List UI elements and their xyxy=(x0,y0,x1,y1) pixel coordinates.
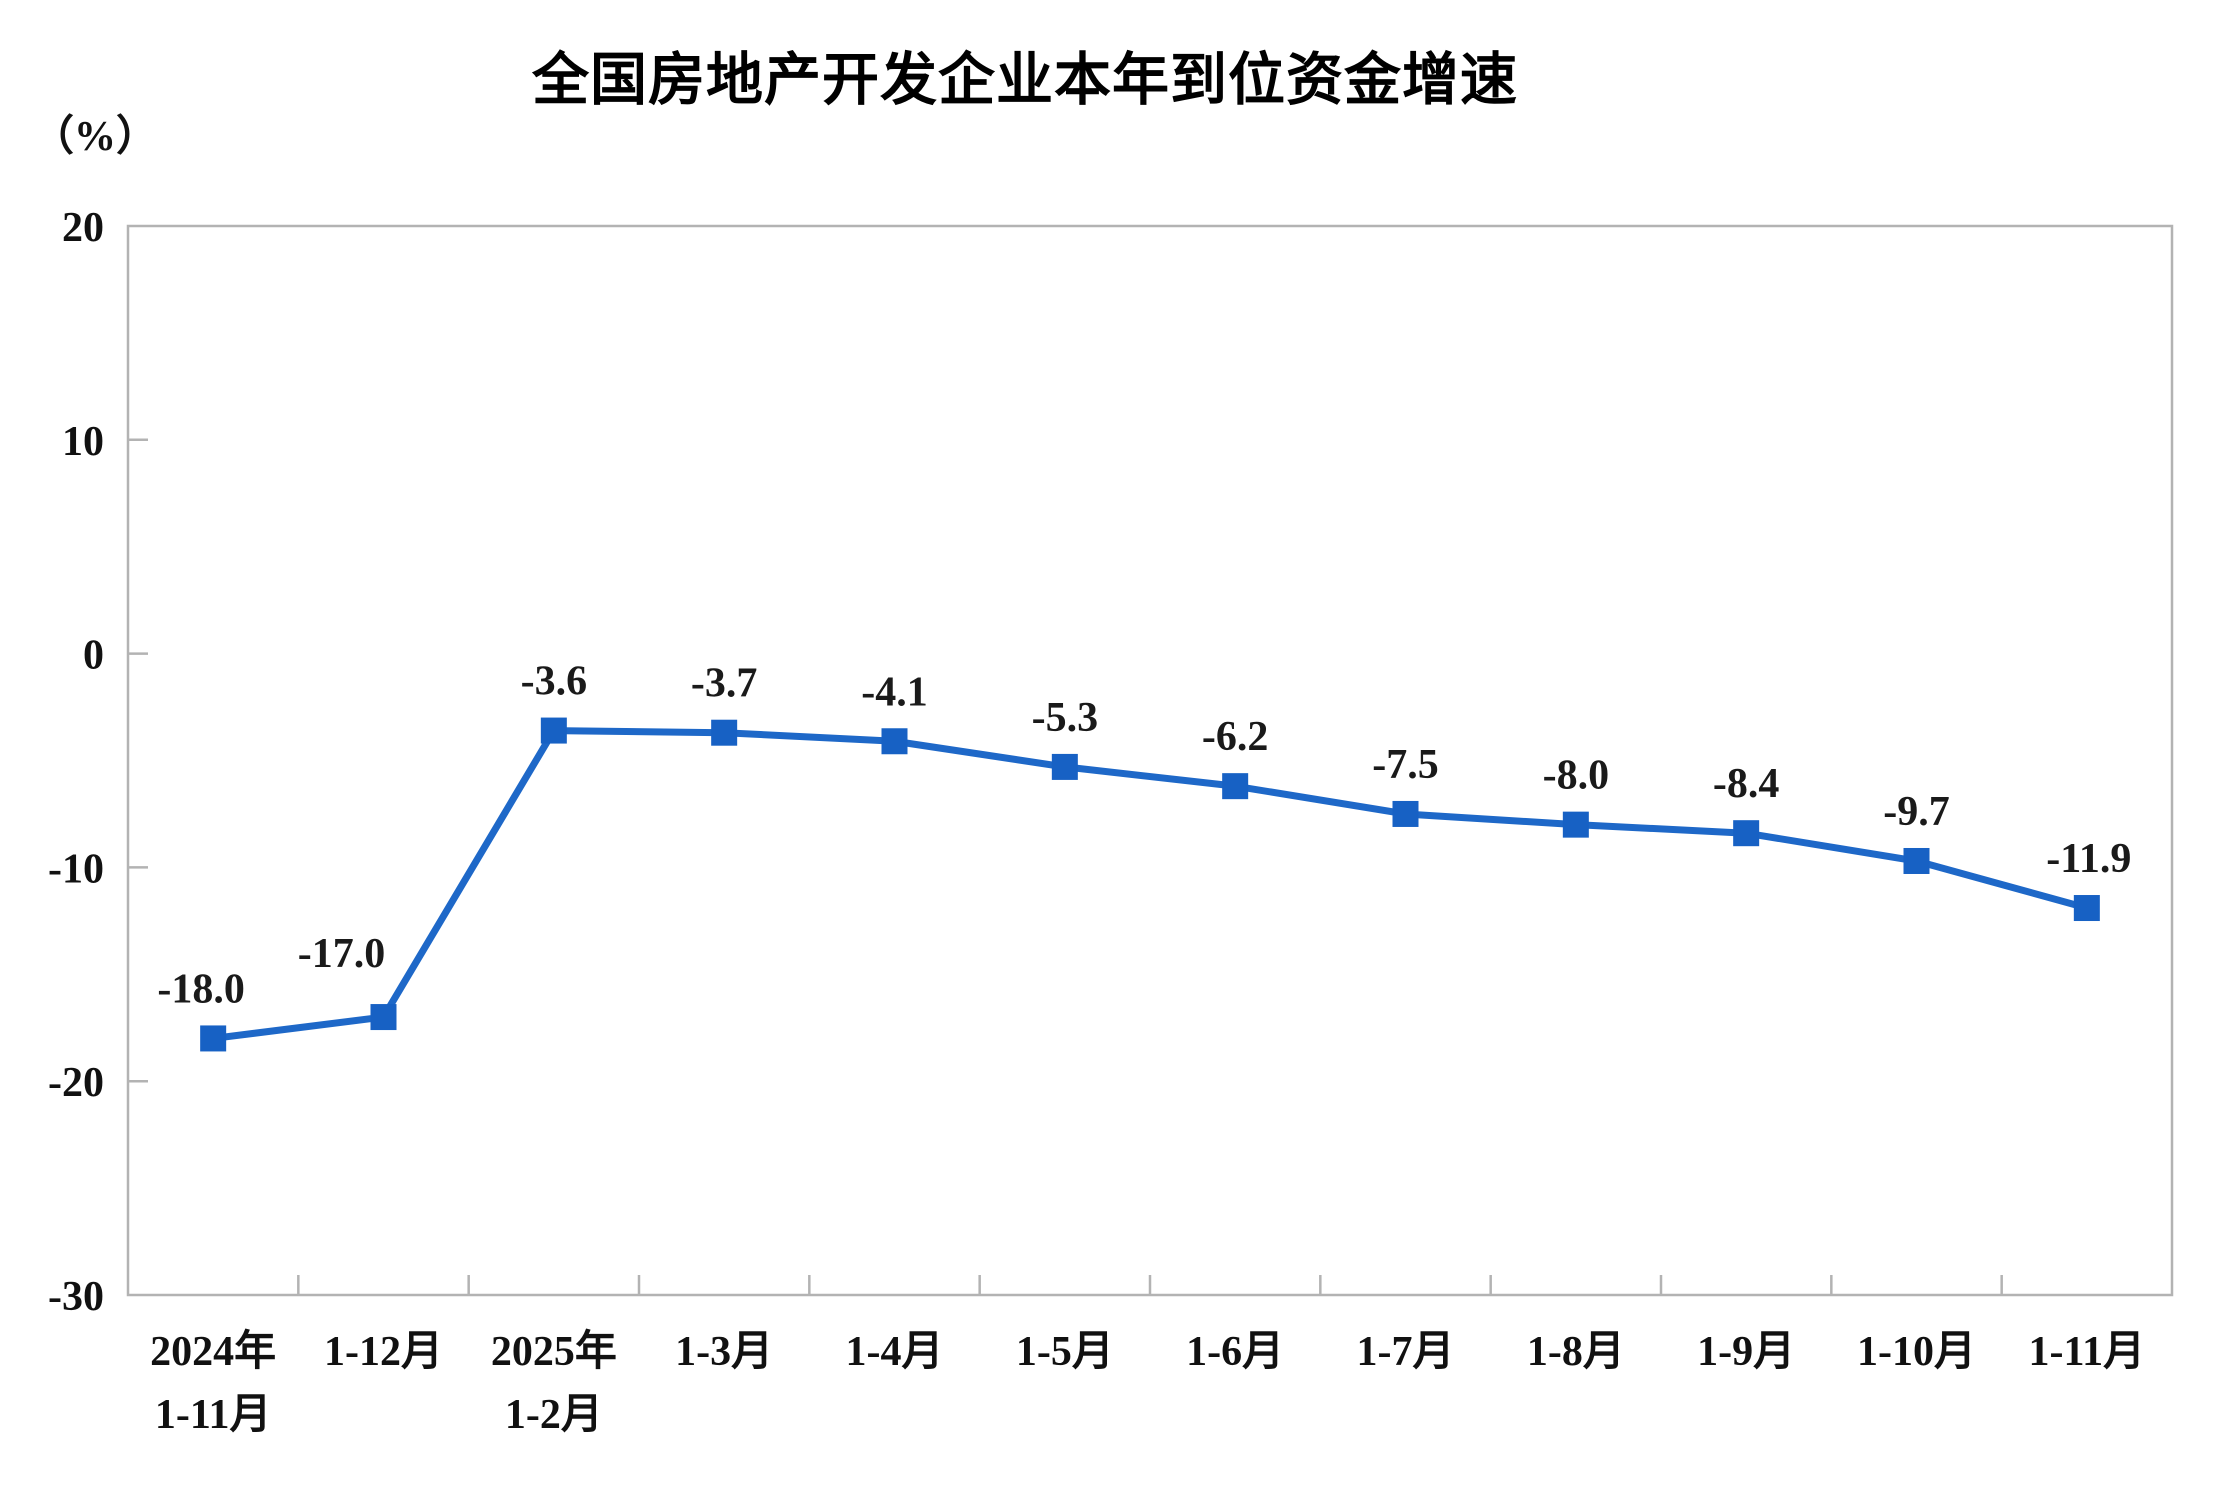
x-tick-label: 1-5月 xyxy=(1016,1329,1114,1375)
x-tick-label: 2024年 xyxy=(150,1328,276,1375)
x-tick-label: 1-8月 xyxy=(1527,1329,1625,1375)
data-point-label: -6.2 xyxy=(1202,714,1269,760)
x-tick-label: 1-7月 xyxy=(1357,1329,1455,1375)
data-point-label: -3.6 xyxy=(521,659,588,705)
x-tick-label: 2025年 xyxy=(491,1328,617,1375)
x-tick-label: 1-12月 xyxy=(324,1329,443,1375)
data-point-marker xyxy=(1051,753,1078,780)
x-tick-label: 1-4月 xyxy=(846,1329,944,1375)
x-tick-label: 1-10月 xyxy=(1857,1329,1976,1375)
data-point-label: -8.4 xyxy=(1713,761,1780,807)
y-tick-label: 10 xyxy=(62,419,104,465)
x-tick-label: 1-3月 xyxy=(675,1329,773,1375)
y-tick-label: 20 xyxy=(62,205,104,251)
data-point-label: -9.7 xyxy=(1883,789,1950,835)
data-point-marker xyxy=(1222,773,1249,800)
chart-title: 全国房地产开发企业本年到位资金增速 xyxy=(532,48,1518,112)
data-point-label: -5.3 xyxy=(1032,695,1099,741)
series-line xyxy=(209,727,2091,1042)
plot-frame xyxy=(126,224,2174,1297)
data-point-label: -7.5 xyxy=(1372,742,1439,788)
y-axis-unit-label: （%） xyxy=(32,114,159,160)
data-point-label: -11.9 xyxy=(2046,836,2131,882)
data-point-label: -3.7 xyxy=(691,661,758,707)
data-point-label: -17.0 xyxy=(298,931,386,977)
y-tick-label: 0 xyxy=(83,633,104,679)
y-tick-label: -10 xyxy=(48,846,104,892)
data-point-marker xyxy=(1733,820,1760,847)
data-point-marker xyxy=(1392,800,1419,827)
data-point-marker xyxy=(370,1004,397,1031)
x-tick-label: 1-2月 xyxy=(505,1392,603,1438)
data-point-marker xyxy=(200,1025,227,1052)
data-point-label: -18.0 xyxy=(157,966,245,1012)
y-tick-label: -20 xyxy=(48,1060,104,1106)
x-tick-label: 1-11月 xyxy=(2028,1329,2145,1375)
x-tick-label: 1-9月 xyxy=(1697,1329,1795,1375)
data-point-marker xyxy=(711,719,738,746)
data-point-marker xyxy=(881,728,908,755)
data-point-marker xyxy=(540,717,567,744)
y-tick-label: -30 xyxy=(48,1274,104,1320)
data-point-label: -8.0 xyxy=(1543,753,1610,799)
data-point-marker xyxy=(1562,811,1589,838)
x-tick-label: 1-6月 xyxy=(1186,1329,1284,1375)
data-point-marker xyxy=(2073,895,2100,922)
data-point-label: -4.1 xyxy=(861,669,928,715)
data-point-marker xyxy=(1903,847,1930,874)
x-tick-label: 1-11月 xyxy=(155,1392,272,1438)
